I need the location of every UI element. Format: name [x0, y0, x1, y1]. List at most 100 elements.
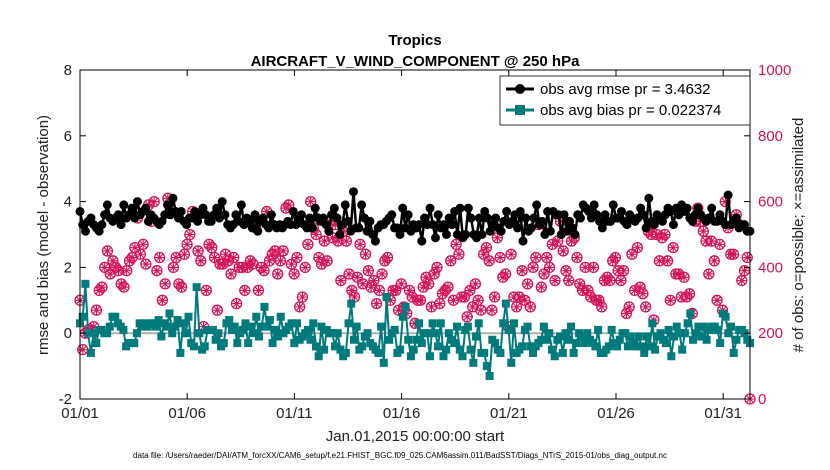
obs-assimilated-point: [418, 282, 428, 292]
rmse-point: [682, 203, 692, 213]
bias-point: [274, 332, 283, 341]
bias-point: [680, 329, 689, 338]
legend: obs avg rmse pr = 3.4632 obs avg bias pr…: [499, 75, 751, 126]
obs-assimilated-point: [624, 302, 634, 312]
obs-possible-point: [530, 251, 542, 264]
obs-possible-point: [423, 278, 435, 290]
rmse-point: [575, 213, 585, 223]
obs-assimilated-point: [289, 269, 299, 279]
obs-assimilated-point: [374, 285, 384, 295]
bias-point: [425, 352, 434, 361]
obs-possible-point: [656, 232, 668, 244]
bias-point: [645, 342, 654, 351]
rmse-point: [466, 213, 476, 223]
rmse-point: [441, 230, 451, 239]
y-tick-label: 6: [64, 128, 72, 145]
obs-assimilated-point: [715, 239, 725, 249]
rmse-point: [305, 213, 315, 223]
obs-assimilated-point: [270, 246, 280, 256]
rmse-point: [253, 226, 263, 236]
chart-title: Tropics: [388, 32, 441, 49]
obs-possible-point: [296, 291, 309, 303]
obs-possible-point: [477, 248, 490, 260]
obs-assimilated-point: [229, 253, 239, 263]
obs-possible-point: [543, 261, 556, 274]
rmse-point: [102, 200, 112, 210]
obs-assimilated-point: [553, 236, 563, 246]
bias-point: [103, 329, 112, 338]
obs-assimilated-point: [286, 259, 296, 269]
rmse-point: [417, 236, 427, 246]
obs-assimilated-point: [89, 322, 99, 332]
obs-possible-point: [741, 251, 753, 264]
bias-point: [455, 345, 464, 354]
obs-possible-point: [596, 301, 608, 313]
bias-point: [613, 342, 622, 351]
rmse-point: [482, 213, 492, 223]
rmse-point: [395, 230, 405, 239]
bias-point: [472, 332, 481, 341]
bias-point: [244, 339, 253, 348]
obs-assimilated-point: [311, 230, 321, 239]
obs-assimilated-point: [363, 266, 373, 276]
y2-tick-label: 400: [758, 259, 783, 276]
bias-point: [208, 325, 217, 334]
bias-point: [702, 335, 711, 344]
obs-assimilated-point: [660, 230, 670, 239]
obs-assimilated-point: [319, 236, 329, 246]
obs-possible-point: [239, 284, 251, 297]
bias-point: [721, 312, 730, 321]
bias-point: [594, 325, 603, 334]
obs-assimilated-point: [223, 256, 233, 266]
legend-bias-marker: [515, 105, 525, 115]
obs-assimilated-point: [407, 292, 417, 302]
obs-assimilated-point: [207, 243, 217, 253]
obs-possible-point: [335, 274, 347, 287]
rmse-point: [526, 223, 536, 233]
obs-assimilated-point: [232, 299, 242, 309]
rmse-point: [307, 223, 317, 233]
obs-possible-point: [283, 199, 295, 211]
obs-assimilated-point: [539, 269, 549, 279]
bias-point: [119, 325, 128, 334]
bias-point: [545, 329, 554, 338]
obs-assimilated-point: [564, 276, 574, 286]
obs-assimilated-point: [369, 276, 379, 286]
rmse-point: [461, 230, 471, 239]
obs-assimilated-point: [459, 292, 469, 302]
rmse-point: [357, 200, 367, 210]
rmse-point: [439, 220, 449, 230]
chart-subtitle: AIRCRAFT_V_WIND_COMPONENT @ 250 hPa: [251, 53, 581, 70]
rmse-point: [310, 203, 320, 213]
bias-point: [417, 339, 426, 348]
obs-possible-point: [681, 291, 693, 303]
obs-possible-point: [288, 268, 300, 280]
bias-point: [539, 322, 548, 331]
obs-possible-point: [90, 304, 103, 316]
obs-assimilated-point: [446, 256, 456, 266]
rmse-point: [545, 226, 555, 236]
bias-point: [341, 348, 350, 357]
obs-assimilated-point: [550, 276, 560, 286]
rmse-point: [343, 216, 353, 226]
bias-point: [165, 309, 174, 318]
obs-assimilated-point: [253, 285, 263, 295]
obs-possible-point: [637, 288, 649, 300]
obs-assimilated-point: [481, 243, 491, 253]
y-tick-label: 8: [64, 62, 72, 79]
obs-assimilated-point: [135, 249, 145, 259]
obs-assimilated-point: [514, 292, 524, 302]
bias-point: [214, 329, 223, 338]
rmse-point: [644, 193, 654, 203]
obs-possible-point: [524, 301, 536, 313]
obs-possible-point: [678, 271, 690, 283]
rmse-point: [513, 223, 523, 233]
bias-point: [528, 348, 537, 357]
y2-axis-label: # of obs: o=possible; ×=assimilated: [790, 118, 807, 353]
obs-assimilated-point: [575, 279, 585, 289]
obs-assimilated-point: [113, 266, 123, 276]
obs-possible-point: [499, 268, 512, 280]
rmse-point: [403, 210, 413, 220]
bias-point: [604, 342, 613, 351]
obs-assimilated-point: [105, 269, 115, 279]
